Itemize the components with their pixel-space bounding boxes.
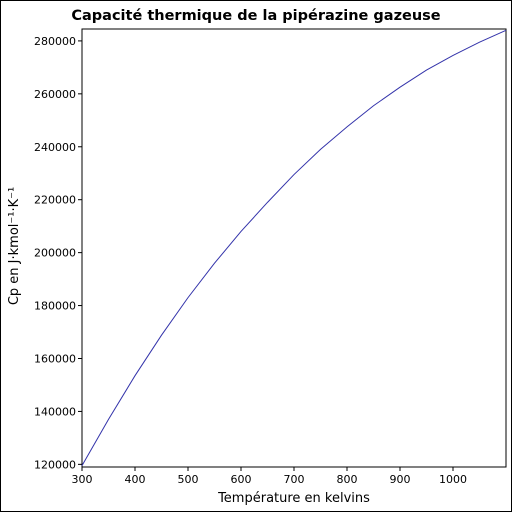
series-layer <box>81 29 507 466</box>
y-tick-label: 260000 <box>34 88 76 101</box>
chart-title: Capacité thermique de la pipérazine gaze… <box>71 8 440 24</box>
x-tick-label: 900 <box>390 473 411 486</box>
series-line-0 <box>81 29 507 466</box>
x-tick-label: 1000 <box>439 473 467 486</box>
y-tick-label: 240000 <box>34 141 76 154</box>
x-tick-label: 800 <box>337 473 358 486</box>
y-axis: 120000 140000 160000 180000 200000 220000 2400… <box>34 35 82 471</box>
y-tick-label: 180000 <box>34 300 76 313</box>
x-axis: 300 400 500 600 700 800 900 1000 <box>72 467 467 486</box>
y-tick-label: 160000 <box>34 352 76 365</box>
y-tick-label: 120000 <box>34 458 76 471</box>
y-tick-label: 220000 <box>34 194 76 207</box>
x-tick-label: 400 <box>125 473 146 486</box>
y-axis-label: Cp en J·kmol⁻¹·K⁻¹ <box>7 187 22 305</box>
x-tick-label: 600 <box>231 473 252 486</box>
y-tick-label: 280000 <box>34 35 76 48</box>
plot-area <box>81 28 507 468</box>
y-tick-label: 200000 <box>34 247 76 260</box>
x-axis-label: Température en kelvins <box>217 491 370 506</box>
x-tick-label: 700 <box>284 473 305 486</box>
y-tick-label: 140000 <box>34 405 76 418</box>
x-tick-label: 500 <box>178 473 199 486</box>
x-tick-label: 300 <box>72 473 93 486</box>
